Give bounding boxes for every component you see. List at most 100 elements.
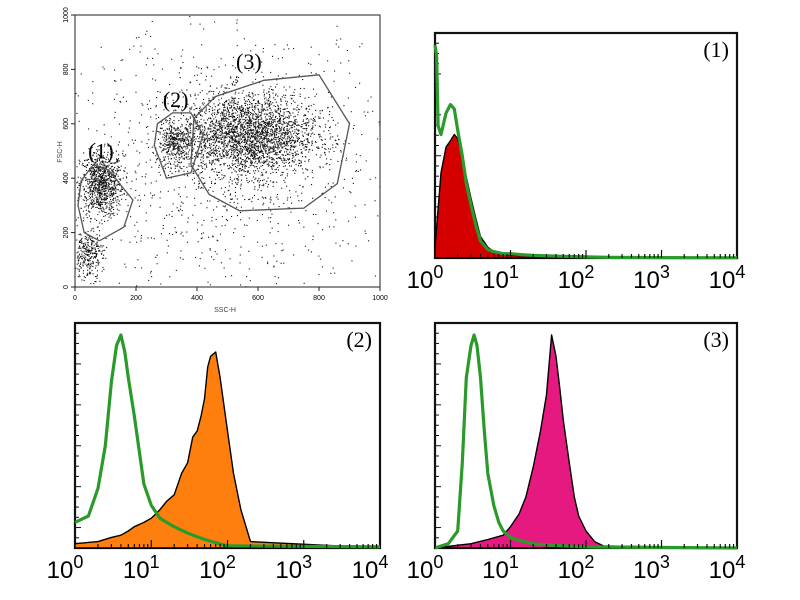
scatter-event-point bbox=[168, 129, 170, 131]
scatter-event-point bbox=[260, 117, 262, 119]
scatter-event-point bbox=[97, 150, 99, 152]
scatter-event-point bbox=[217, 137, 219, 139]
scatter-event-point bbox=[320, 258, 322, 260]
scatter-event-point bbox=[249, 151, 251, 153]
scatter-event-point bbox=[332, 119, 334, 121]
scatter-event-point bbox=[92, 181, 94, 183]
scatter-event-point bbox=[221, 225, 223, 227]
scatter-event-point bbox=[237, 179, 239, 181]
scatter-event-point bbox=[105, 159, 107, 161]
scatter-event-point bbox=[100, 181, 102, 183]
scatter-event-point bbox=[231, 151, 233, 153]
scatter-event-point bbox=[214, 251, 216, 253]
scatter-event-point bbox=[269, 95, 271, 97]
scatter-event-point bbox=[90, 283, 92, 285]
scatter-event-point bbox=[98, 203, 100, 205]
scatter-event-point bbox=[90, 218, 92, 220]
scatter-event-point bbox=[227, 144, 229, 146]
scatter-event-point bbox=[265, 244, 267, 246]
scatter-event-point bbox=[261, 105, 263, 107]
scatter-event-point bbox=[209, 248, 211, 250]
scatter-event-point bbox=[173, 149, 175, 151]
scatter-event-point bbox=[275, 125, 277, 127]
scatter-event-point bbox=[229, 194, 231, 196]
scatter-event-point bbox=[178, 162, 180, 164]
scatter-event-point bbox=[266, 99, 268, 101]
scatter-event-point bbox=[212, 136, 214, 138]
scatter-event-point bbox=[218, 129, 220, 131]
scatter-event-point bbox=[103, 190, 105, 192]
scatter-event-point bbox=[178, 154, 180, 156]
scatter-event-point bbox=[218, 121, 220, 123]
scatter-event-point bbox=[263, 162, 265, 164]
scatter-event-point bbox=[321, 193, 323, 195]
scatter-event-point bbox=[150, 182, 152, 184]
scatter-event-point bbox=[127, 131, 129, 133]
scatter-event-point bbox=[82, 270, 84, 272]
scatter-event-point bbox=[87, 272, 89, 274]
scatter-event-point bbox=[201, 252, 203, 254]
scatter-event-point bbox=[305, 146, 307, 148]
scatter-event-point bbox=[291, 202, 293, 204]
scatter-event-point bbox=[180, 167, 182, 169]
scatter-event-point bbox=[232, 131, 234, 133]
scatter-event-point bbox=[237, 149, 239, 151]
scatter-event-point bbox=[218, 99, 220, 101]
scatter-event-point bbox=[273, 145, 275, 147]
scatter-event-point bbox=[340, 38, 342, 40]
scatter-event-point bbox=[231, 106, 233, 108]
scatter-event-point bbox=[224, 126, 226, 128]
scatter-event-point bbox=[82, 162, 84, 164]
scatter-event-point bbox=[270, 134, 272, 136]
scatter-event-point bbox=[279, 138, 281, 140]
scatter-event-point bbox=[232, 125, 234, 127]
scatter-event-point bbox=[200, 68, 202, 70]
scatter-event-point bbox=[156, 254, 158, 256]
scatter-event-point bbox=[190, 23, 192, 25]
scatter-event-point bbox=[89, 204, 91, 206]
scatter-event-point bbox=[92, 92, 94, 94]
scatter-event-point bbox=[262, 127, 264, 129]
scatter-event-point bbox=[294, 121, 296, 123]
scatter-event-point bbox=[206, 155, 208, 157]
scatter-event-point bbox=[252, 135, 254, 137]
scatter-event-point bbox=[342, 187, 344, 189]
scatter-event-point bbox=[276, 141, 278, 143]
scatter-event-point bbox=[92, 174, 94, 176]
scatter-event-point bbox=[120, 179, 122, 181]
scatter-event-point bbox=[102, 164, 104, 166]
scatter-event-point bbox=[214, 114, 216, 116]
scatter-event-point bbox=[260, 157, 262, 159]
scatter-event-point bbox=[256, 131, 258, 133]
scatter-event-point bbox=[337, 122, 339, 124]
scatter-event-point bbox=[249, 134, 251, 136]
scatter-event-point bbox=[239, 121, 241, 123]
scatter-event-point bbox=[262, 129, 264, 131]
scatter-event-point bbox=[182, 138, 184, 140]
scatter-event-point bbox=[94, 175, 96, 177]
scatter-event-point bbox=[310, 118, 312, 120]
scatter-event-point bbox=[101, 251, 103, 253]
scatter-event-point bbox=[233, 129, 235, 131]
scatter-event-point bbox=[101, 203, 103, 205]
scatter-event-point bbox=[164, 167, 166, 169]
scatter-event-point bbox=[156, 158, 158, 160]
scatter-event-point bbox=[267, 186, 269, 188]
scatter-event-point bbox=[221, 120, 223, 122]
scatter-event-point bbox=[257, 119, 259, 121]
scatter-event-point bbox=[91, 182, 93, 184]
scatter-event-point bbox=[305, 168, 307, 170]
scatter-event-point bbox=[91, 190, 93, 192]
scatter-event-point bbox=[239, 112, 241, 114]
scatter-event-point bbox=[248, 111, 250, 113]
scatter-event-point bbox=[91, 256, 93, 258]
scatter-event-point bbox=[240, 219, 242, 221]
scatter-event-point bbox=[233, 178, 235, 180]
scatter-event-point bbox=[163, 167, 165, 169]
scatter-event-point bbox=[199, 108, 201, 110]
scatter-event-point bbox=[103, 145, 105, 147]
scatter-event-point bbox=[101, 177, 103, 179]
scatter-event-point bbox=[204, 182, 206, 184]
scatter-event-point bbox=[94, 170, 96, 172]
scatter-event-point bbox=[263, 146, 265, 148]
